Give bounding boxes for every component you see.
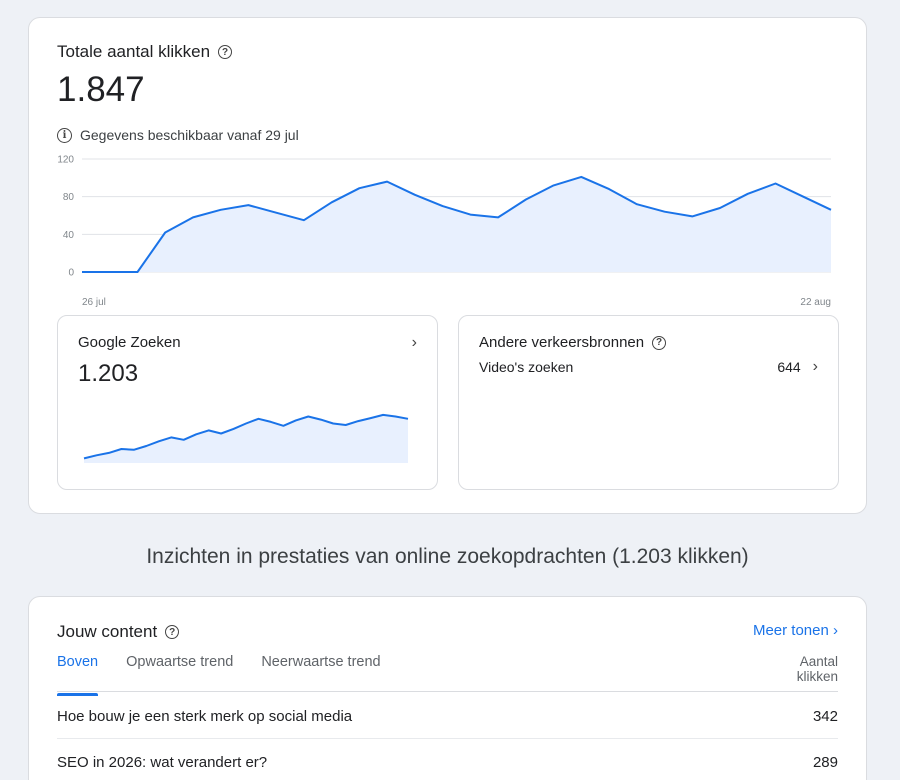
- content-title-row: Jouw content ?: [57, 622, 180, 642]
- info-circle-icon: i: [57, 127, 72, 143]
- clicks-column-header-line2: klikken: [796, 669, 838, 684]
- traffic-source-label: Video's zoeken: [479, 359, 574, 375]
- help-circle-icon[interactable]: ?: [218, 45, 233, 59]
- y-tick-label: 40: [63, 230, 75, 241]
- chart-area-fill: [82, 176, 831, 272]
- section-heading: Inzichten in prestaties van online zoeko…: [146, 545, 749, 568]
- tabs-divider: [57, 691, 838, 692]
- google-search-value: 1.203: [78, 360, 139, 387]
- google-search-sparkline: [83, 413, 409, 463]
- sparkline-area-fill: [84, 414, 408, 463]
- content-row-clicks: 289: [812, 753, 838, 771]
- total-clicks-title-row: Totale aantal klikken ?: [57, 42, 233, 62]
- chevron-right-icon[interactable]: ›: [812, 358, 818, 375]
- traffic-source-row[interactable]: Video's zoeken 644 ›: [479, 358, 818, 376]
- traffic-source-value: 644: [777, 359, 801, 375]
- content-row-clicks: 342: [812, 707, 838, 725]
- tab-top[interactable]: Boven: [57, 654, 99, 696]
- total-clicks-chart: 0 40 80 120 26 jul 22 aug: [57, 155, 832, 308]
- total-clicks-card: Totale aantal klikken ? 1.847 i Gegevens…: [28, 17, 867, 514]
- show-more-link[interactable]: Meer tonen ›: [752, 622, 838, 639]
- content-row-title: SEO in 2026: wat verandert er?: [57, 753, 268, 771]
- data-availability-text: Gegevens beschikbaar vanaf 29 jul: [80, 127, 299, 143]
- row-divider: [57, 738, 838, 739]
- sparkline-line: [83, 413, 409, 460]
- your-content-card: Jouw content ? Meer tonen › Boven Opwaar…: [28, 596, 867, 780]
- tab-upward-trend[interactable]: Opwaartse trend: [126, 654, 234, 670]
- content-row-title: Hoe bouw je een sterk merk op social med…: [57, 707, 353, 725]
- google-search-card[interactable]: Google Zoeken › 1.203: [57, 315, 438, 490]
- total-clicks-value: 1.847: [57, 70, 145, 109]
- total-clicks-title: Totale aantal klikken: [57, 42, 211, 61]
- y-tick-label: 80: [63, 192, 75, 203]
- content-tabs: Boven Opwaartse trend Neerwaartse trend: [57, 654, 409, 696]
- x-tick-label-end: 22 aug: [800, 297, 831, 308]
- data-availability-note: i Gegevens beschikbaar vanaf 29 jul: [57, 127, 299, 143]
- content-title: Jouw content: [57, 622, 158, 641]
- y-tick-label: 120: [57, 155, 74, 166]
- chevron-right-icon[interactable]: ›: [411, 334, 417, 351]
- x-tick-label-start: 26 jul: [82, 297, 106, 308]
- help-circle-icon[interactable]: ?: [652, 335, 667, 350]
- tab-downward-trend[interactable]: Neerwaartse trend: [261, 654, 381, 670]
- help-circle-icon[interactable]: ?: [165, 625, 180, 639]
- clicks-column-header: Aantal klikken: [797, 654, 838, 684]
- chart-series-line: [82, 175, 832, 273]
- other-sources-title-row: Andere verkeersbronnen ?: [479, 334, 667, 351]
- google-search-title: Google Zoeken: [78, 334, 181, 351]
- table-row[interactable]: Hoe bouw je een sterk merk op social med…: [57, 693, 838, 739]
- clicks-column-header-line1: Aantal: [799, 654, 838, 669]
- table-row[interactable]: SEO in 2026: wat verandert er? 289: [57, 739, 838, 780]
- y-tick-label: 0: [68, 268, 74, 279]
- other-traffic-sources-card: Andere verkeersbronnen ? Video's zoeken …: [458, 315, 839, 490]
- other-sources-title: Andere verkeersbronnen: [479, 334, 645, 351]
